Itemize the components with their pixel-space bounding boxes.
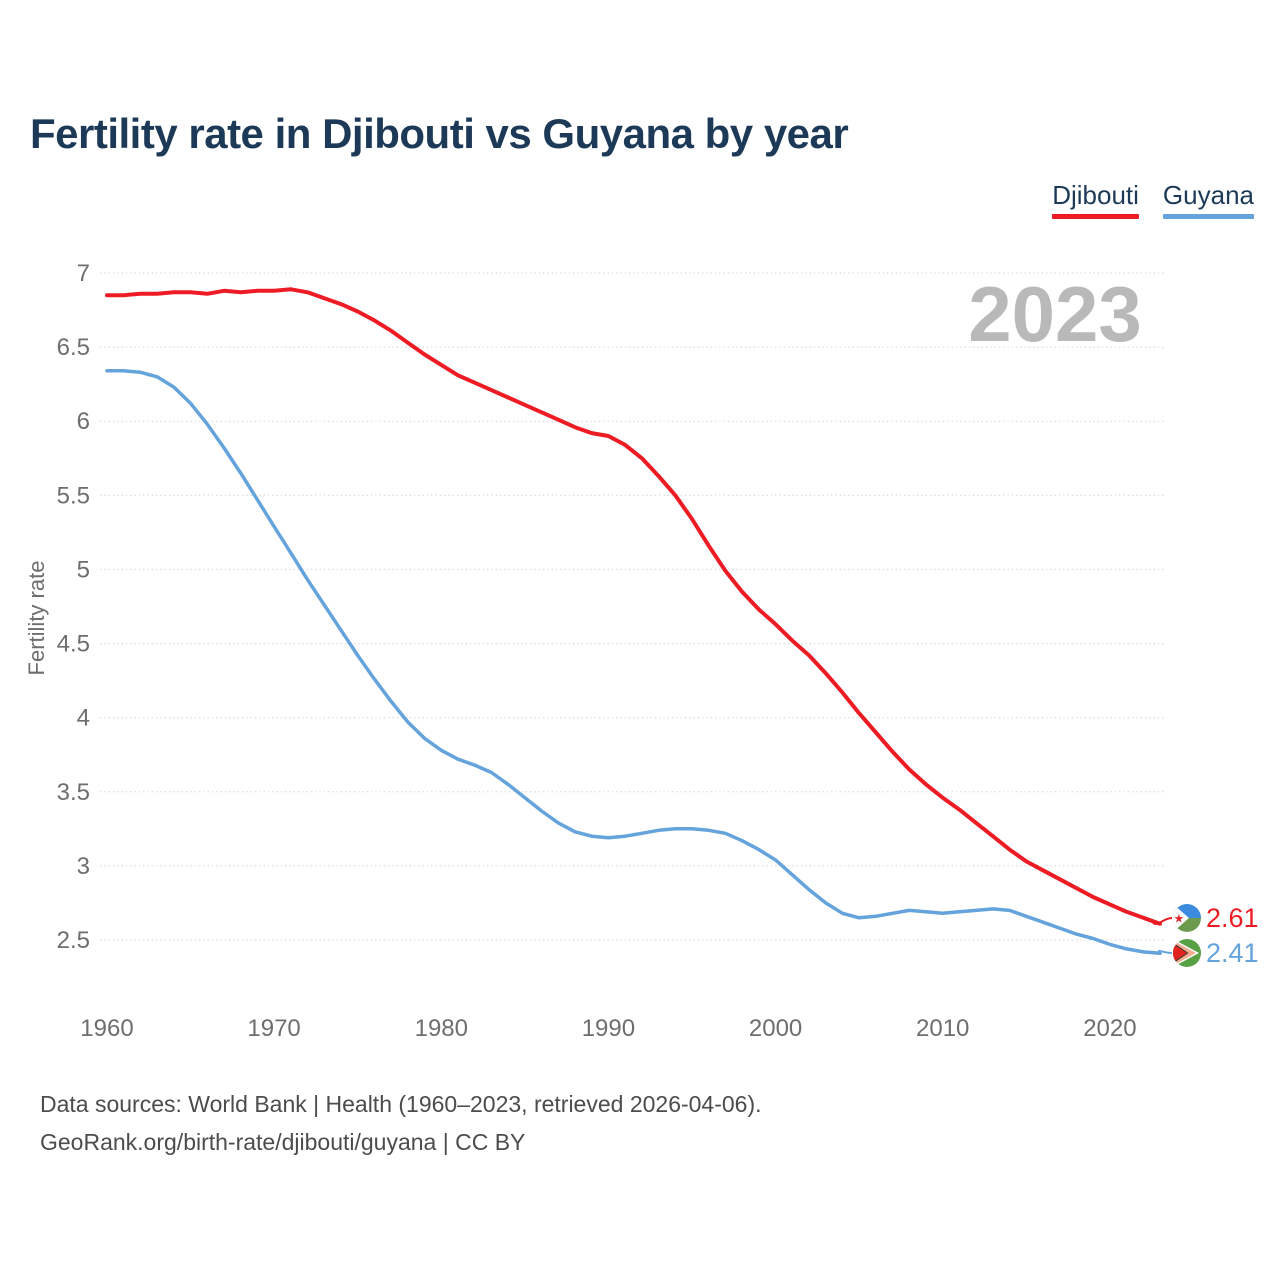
x-tick-label: 1960 (80, 1015, 133, 1042)
legend-underline-djibouti (1052, 214, 1139, 219)
y-tick-label: 3.5 (57, 779, 90, 806)
y-tick-label: 4 (77, 705, 90, 732)
legend-item-guyana[interactable]: Guyana (1162, 180, 1254, 219)
x-tick-label: 2000 (749, 1015, 802, 1042)
y-tick-label: 5.5 (57, 482, 90, 509)
y-tick-label: 6.5 (57, 334, 90, 361)
x-tick-label: 2010 (916, 1015, 969, 1042)
legend-label-djibouti[interactable]: Djibouti (1052, 180, 1139, 210)
legend-item-djibouti[interactable]: Djibouti (1052, 180, 1139, 219)
djibouti-value-label: 2.61 (1206, 903, 1259, 933)
x-tick-label: 1970 (247, 1015, 300, 1042)
legend-underline-guyana (1162, 214, 1254, 219)
guyana-flag-icon (1173, 939, 1201, 967)
gridlines (100, 272, 1165, 941)
svg-text:★: ★ (1174, 912, 1185, 926)
source-line-2: GeoRank.org/birth-rate/djibouti/guyana |… (40, 1129, 526, 1155)
x-tick-label: 1980 (415, 1015, 468, 1042)
y-tick-label: 2.5 (57, 927, 90, 954)
guyana-value-label: 2.41 (1206, 938, 1259, 968)
x-tick-label: 1990 (582, 1015, 635, 1042)
page-title: Fertility rate in Djibouti vs Guyana by … (30, 110, 849, 157)
year-watermark: 2023 (968, 270, 1142, 358)
djibouti-line (105, 287, 1162, 926)
y-tick-label: 4.5 (57, 631, 90, 658)
legend: Djibouti Guyana (1052, 180, 1254, 219)
y-tick-label: 5 (77, 556, 90, 583)
djibouti-flag-icon: ★ (1173, 904, 1201, 932)
y-tick-label: 3 (77, 853, 90, 880)
source-line-1: Data sources: World Bank | Health (1960–… (40, 1091, 762, 1117)
legend-label-guyana[interactable]: Guyana (1162, 180, 1254, 210)
guyana-line (105, 369, 1162, 956)
y-tick-label: 7 (77, 260, 90, 287)
data-sources: Data sources: World Bank | Health (1960–… (40, 1085, 762, 1161)
x-tick-label: 2020 (1083, 1015, 1136, 1042)
djibouti-leader-line (1152, 917, 1173, 925)
x-axis-ticks: 1960 1970 1980 1990 2000 2010 2020 (80, 1015, 1136, 1042)
y-tick-label: 6 (77, 408, 90, 435)
guyana-leader-line (1157, 950, 1173, 954)
y-axis-ticks: 7 6.5 6 5.5 5 4.5 4 3.5 3 2.5 (57, 260, 90, 954)
y-axis-title: Fertility rate (24, 561, 49, 676)
